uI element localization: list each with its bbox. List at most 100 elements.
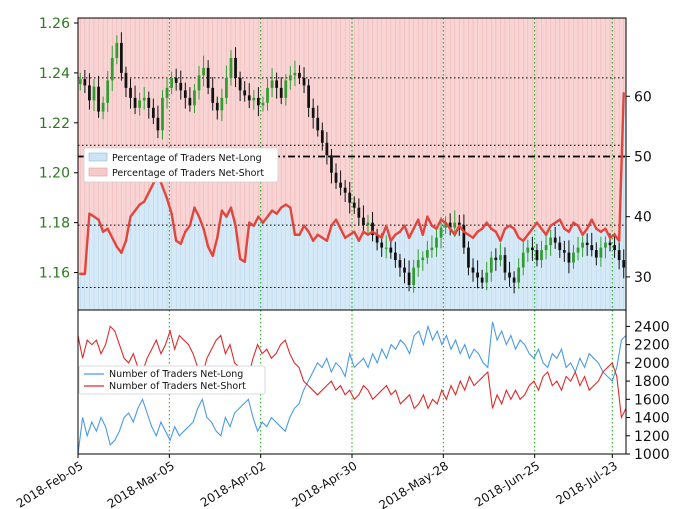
candle-body [352,202,356,208]
candle-body [266,87,269,103]
candle-body [161,97,164,131]
candle-body [220,97,224,111]
positioning-segment [480,221,488,230]
candle-body [302,77,306,86]
positioning-segment [243,221,251,264]
candle-body [225,77,228,98]
positioning-segment [453,224,461,236]
candle-body [622,260,626,268]
candle-body [531,247,534,251]
candle-body [407,272,411,286]
candle-body [480,277,484,283]
candle-body [576,247,580,253]
candle-body [202,67,205,76]
candle-body [229,57,233,78]
candle-body [590,245,594,251]
legend-swatch-net-short [88,167,108,177]
candle-body [307,85,310,108]
date-axis: 2018-Feb-05 2018-Mar-05 2018-Apr-02 2018-Ap… [14,454,620,509]
candle-body [494,257,498,261]
positioning-segment [257,215,265,224]
positioning-segment [435,218,443,230]
candle-body [462,225,466,248]
candle-body [316,117,320,131]
candle-body [129,87,132,98]
price-tick-label: 1.18 [39,216,70,232]
date-tick-label: 2018-Jul-23 [553,459,619,508]
candle-body [83,79,87,86]
positioning-tick-label: 40 [634,210,652,226]
price-positioning-panel: 1.16 1.18 1.20 1.22 1.24 1.26 30 40 50 60 Percen… [39,16,652,311]
candle-body [594,250,598,258]
positioning-segment [581,227,589,236]
count-legend: Number of Traders Net-Long Number of Tra… [78,365,266,395]
candle-body [193,90,196,106]
positioning-segment [421,215,429,236]
positioning-segment [83,212,91,276]
candle-body [562,250,566,253]
positioning-segment [302,224,310,233]
candle-body [585,242,589,246]
positioning-segment [147,182,155,194]
candle-body [467,247,470,268]
positioning-segment [129,209,137,218]
legend-swatch-net-long [88,152,108,162]
candle-body [572,252,575,263]
positioning-segment [179,230,187,245]
positioning-segment [289,206,297,236]
candle-body [526,247,530,253]
candle-body [106,80,110,103]
candle-body [503,255,507,273]
date-tick-label: 2018-Apr-30 [289,459,359,509]
candle-body [425,250,429,258]
positioning-segment [494,230,502,242]
candle-body [430,247,434,251]
positioning-segment [558,218,566,230]
count-tick-label: 1000 [634,447,670,463]
candle-body [398,260,402,268]
candle-body [325,142,329,156]
candle-body [320,130,324,143]
positioning-segment [161,185,169,200]
candle-body [581,242,584,248]
legend-label-count-short: Number of Traders Net-Short [109,381,246,392]
candle-body [448,222,452,228]
positioning-segment [535,221,543,230]
candle-body [380,242,384,248]
positioning-segment [544,224,552,236]
positioning-segment [261,215,269,224]
candle-body [257,97,260,106]
positioning-segment [211,236,219,258]
candle-body [115,42,119,58]
candle-body [416,260,420,268]
candle-body [457,222,461,226]
positioning-segment [526,227,534,236]
positioning-segment [229,206,237,227]
positioning-segment [444,221,452,230]
positioning-segment [275,206,283,215]
candle-body [544,245,548,251]
candle-body [412,267,416,286]
candle-body [339,182,342,188]
positioning-segment [590,218,598,230]
candle-body [215,102,219,111]
candle-body [549,237,553,246]
positioning-segment [604,227,612,239]
positioning-segment [266,209,274,218]
date-tick-label: 2018-May-28 [376,459,450,509]
candle-body [179,82,183,91]
candle-body [499,255,502,261]
positioning-segment [357,230,365,242]
positioning-segment [407,227,415,239]
positioning-segment [334,218,342,230]
positioning-segment [531,221,539,230]
candle-body [110,57,114,81]
positioning-segment [193,206,201,218]
candle-body [444,222,447,228]
positioning-segment [471,230,479,239]
positioning-segment [120,239,128,255]
candle-body [206,67,210,88]
positioning-segment [133,203,141,212]
candle-body [298,72,301,78]
